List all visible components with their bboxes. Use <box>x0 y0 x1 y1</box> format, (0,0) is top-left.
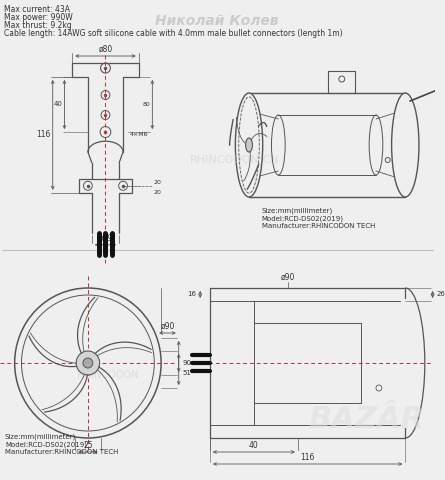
Circle shape <box>83 358 93 368</box>
Text: 40: 40 <box>249 441 259 450</box>
Text: Max current: 43A: Max current: 43A <box>4 5 70 14</box>
Text: Model:RCD-DS02(2019): Model:RCD-DS02(2019) <box>5 441 87 447</box>
Text: BAZÂR: BAZÂR <box>308 406 424 434</box>
Text: 51: 51 <box>182 370 191 376</box>
Text: Max power: 990W: Max power: 990W <box>4 13 73 22</box>
Text: 4×M6: 4×M6 <box>130 132 148 137</box>
Text: Николай Колев: Николай Колев <box>155 14 279 28</box>
Text: 26: 26 <box>437 291 445 298</box>
Text: RHINCODON.CN: RHINCODON.CN <box>190 155 279 165</box>
Text: Size:mm(millimeter): Size:mm(millimeter) <box>262 207 333 214</box>
Text: ø80: ø80 <box>98 45 113 54</box>
Text: Max thrust: 9.2kg: Max thrust: 9.2kg <box>4 21 72 30</box>
Ellipse shape <box>235 93 263 197</box>
Text: Model:RCD-DS02(2019): Model:RCD-DS02(2019) <box>262 215 344 221</box>
Text: 116: 116 <box>36 131 51 139</box>
Text: 25: 25 <box>83 441 93 450</box>
Text: Manufacturer:RHINCODON TECH: Manufacturer:RHINCODON TECH <box>5 449 118 455</box>
Text: RHINCODON: RHINCODON <box>77 370 138 380</box>
Text: 20: 20 <box>154 190 161 195</box>
Text: 40: 40 <box>54 101 62 108</box>
Text: Cable length: 14AWG soft silicone cable with 4.0mm male bullet connectors (lengt: Cable length: 14AWG soft silicone cable … <box>4 29 343 38</box>
Text: 90: 90 <box>182 360 192 366</box>
Text: 116: 116 <box>300 453 315 462</box>
Ellipse shape <box>392 93 419 197</box>
Text: ø90: ø90 <box>281 273 295 282</box>
Text: ø49: ø49 <box>98 234 113 243</box>
Text: Size:mm(millimeter): Size:mm(millimeter) <box>5 433 76 440</box>
Text: 16: 16 <box>187 291 196 298</box>
Text: ø90: ø90 <box>160 322 175 331</box>
Text: 80: 80 <box>143 102 150 107</box>
Circle shape <box>76 351 100 375</box>
Ellipse shape <box>246 138 252 152</box>
Text: 20: 20 <box>154 180 161 185</box>
Text: Manufacturer:RHINCODON TECH: Manufacturer:RHINCODON TECH <box>262 223 375 229</box>
